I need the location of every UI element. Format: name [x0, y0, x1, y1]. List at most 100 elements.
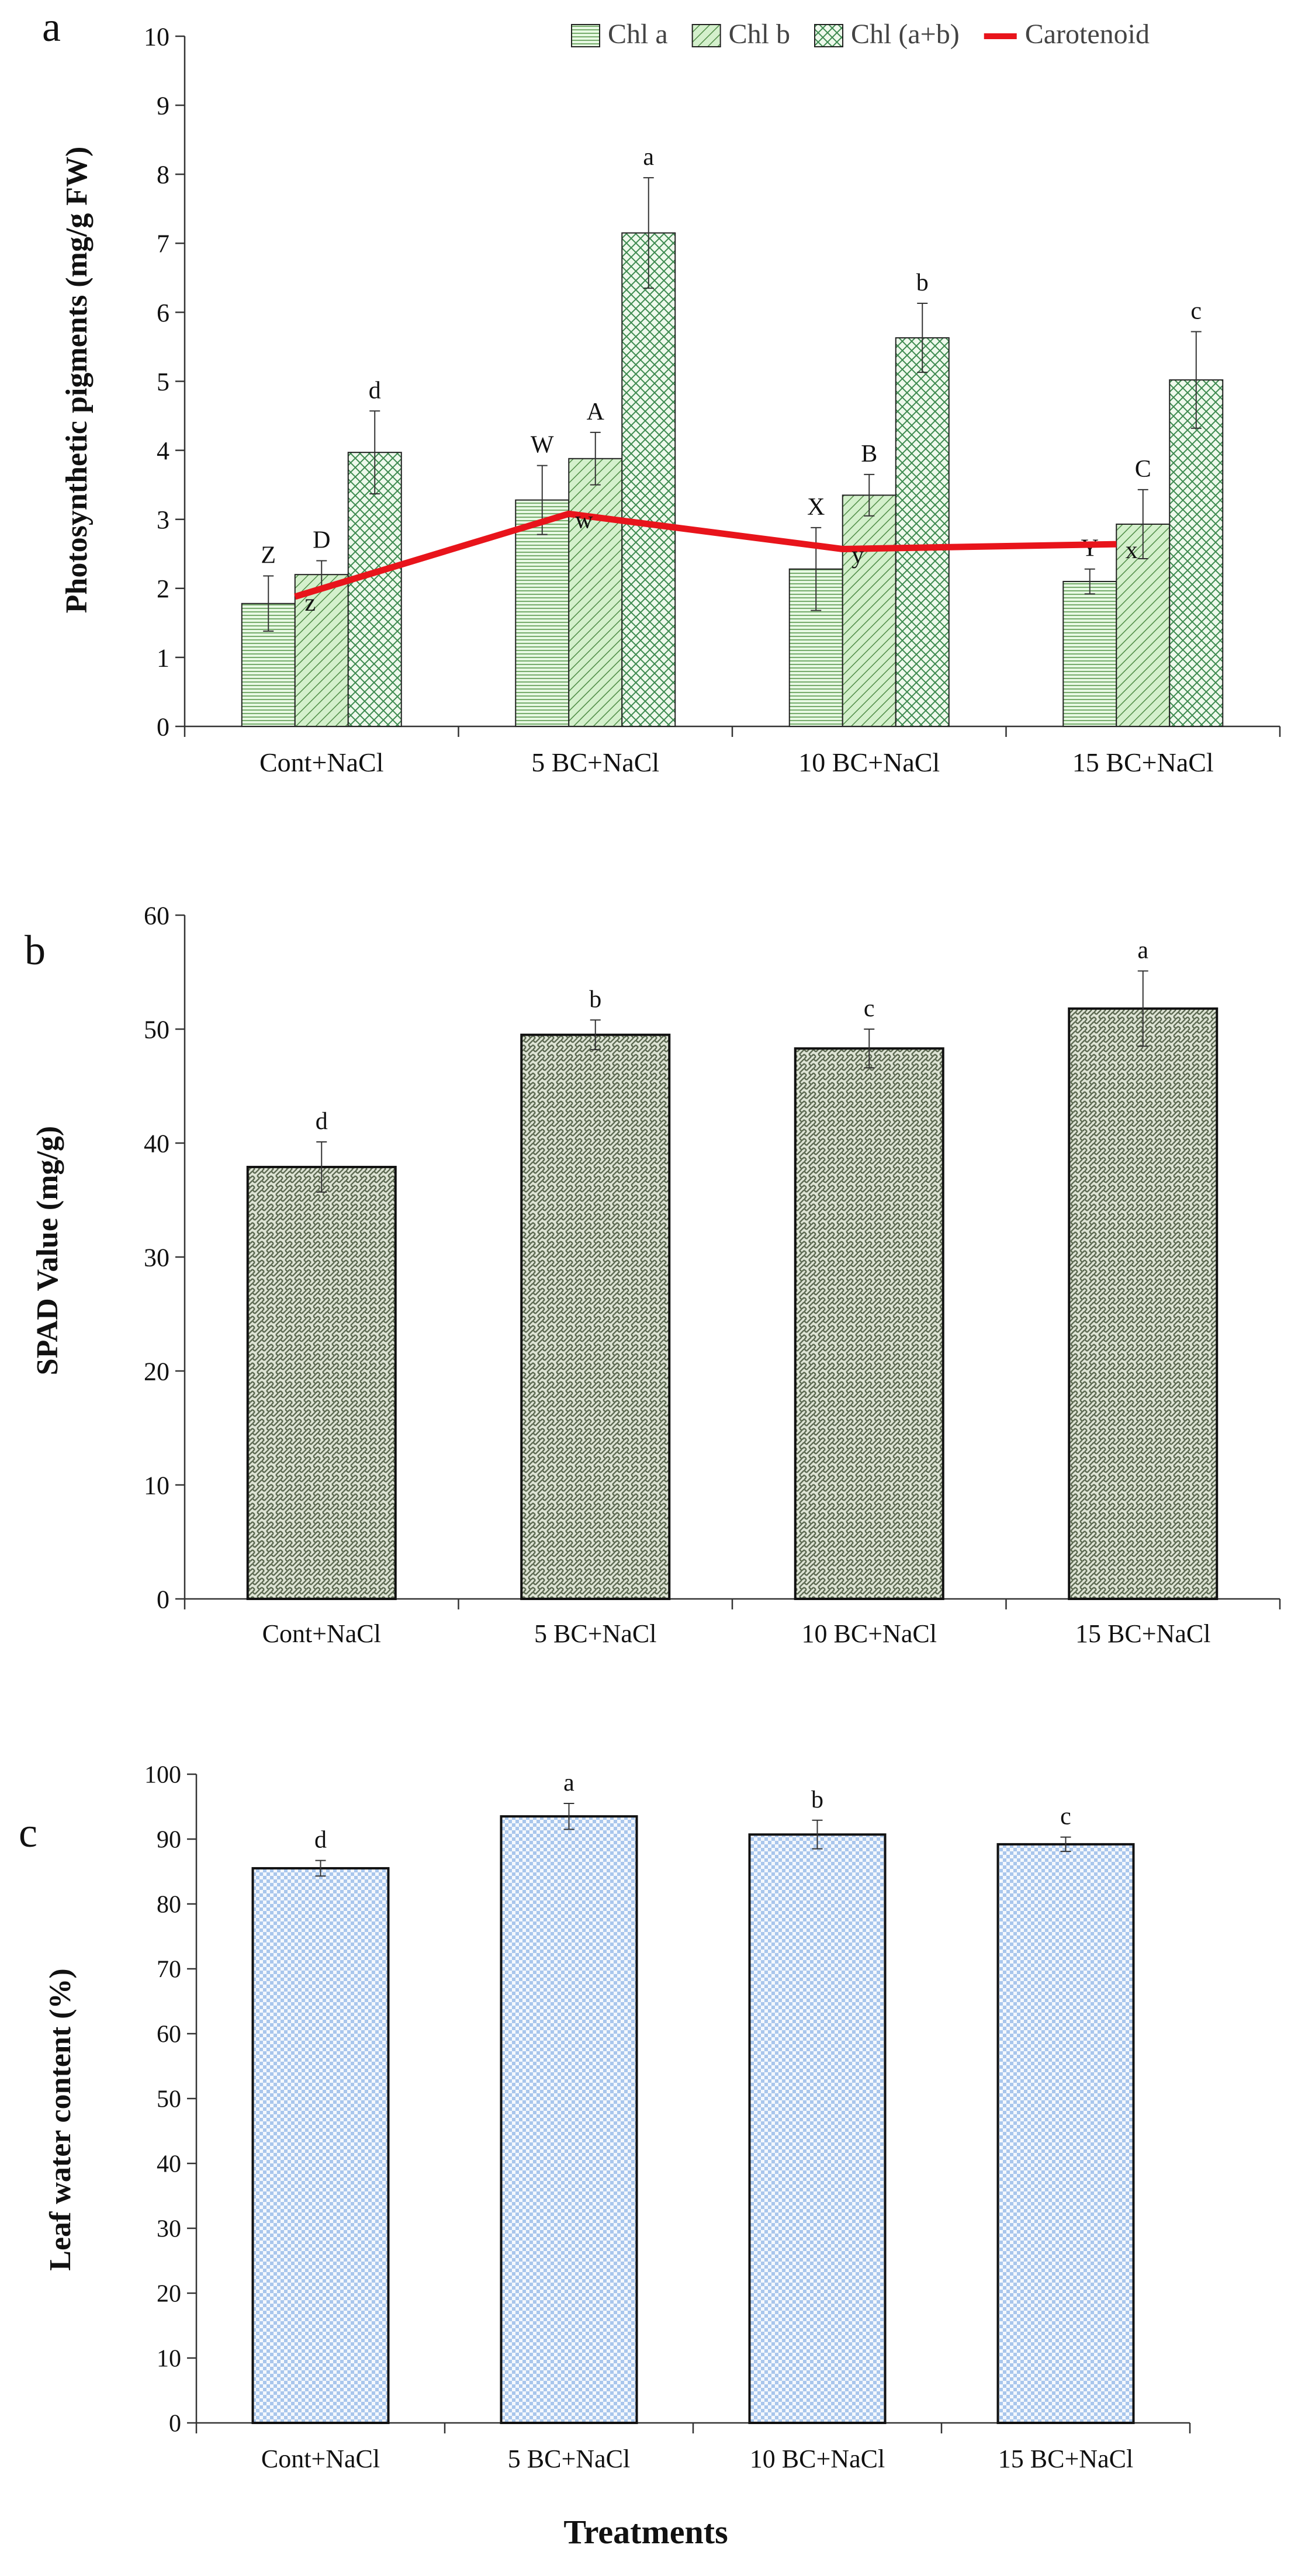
panel-c-category-label: Cont+NaCl [261, 2445, 380, 2473]
panel-b-y-tick-label: 50 [144, 1015, 169, 1044]
panel-a-y-tick-label: 4 [157, 437, 169, 465]
panel-b-bar-spad [246, 1165, 397, 1600]
panel-a-y-tick-label: 3 [157, 505, 169, 534]
panel-c-significance-letter: c [1060, 1803, 1071, 1830]
panel-c-bar-leaf-water-content [996, 1843, 1135, 2424]
panel-c-y-tick-label: 10 [157, 2346, 181, 2373]
panel-a-bar-chl-a-b [1169, 379, 1224, 727]
panel-b-y-tick-label: 60 [144, 901, 169, 930]
panel-c-y-tick-label: 90 [157, 1827, 181, 1854]
panel-c-significance-letter: d [314, 1827, 327, 1854]
legend-label-carotenoid: Carotenoid [1025, 19, 1150, 50]
panel-c-significance-letter: a [563, 1770, 574, 1796]
panel-a-significance-letter: c [1190, 297, 1202, 324]
panel-b-spad-chart: 0 10 20 30 40 50 60 Cont+NaCl 5 BC+NaCl 10 BC+NaC… [144, 901, 1281, 1648]
panel-a-carotenoid-letter: x [1126, 537, 1138, 564]
panel-a-category-label: 15 BC+NaCl [1072, 747, 1214, 777]
panel-a-bar-chl-b [568, 458, 623, 727]
panel-a-y-tick-label: 6 [157, 299, 169, 327]
panel-a-significance-letter: B [861, 441, 877, 468]
panel-c-bar-leaf-water-content [500, 1815, 638, 2424]
panel-a-significance-letter: X [807, 494, 825, 521]
panel-b-y-axis-title: SPAD Value (mg/g) [31, 1126, 64, 1376]
panel-a-legend: Chl a Chl b Chl (a+b) Carotenoid [571, 19, 1150, 50]
panel-c-leaf-water-chart: 0 10 20 30 40 50 60 70 80 90 100 Cont+NaCl 5 BC+NaCl… [144, 1762, 1191, 2473]
panel-a-carotenoid-letter: z [304, 590, 316, 617]
panel-label-a: a [42, 4, 61, 50]
legend-swatch-chl-a [571, 24, 600, 47]
panel-a-significance-letter: A [587, 399, 605, 425]
panel-c-y-tick-label: 100 [144, 1762, 181, 1789]
panel-c-category-label: 5 BC+NaCl [508, 2445, 630, 2473]
panel-a-bar-chl-a-b [895, 337, 950, 727]
panel-b-significance-letter: d [316, 1108, 328, 1135]
panel-a-y-tick-label: 10 [144, 22, 169, 51]
panel-b-y-tick-label: 0 [157, 1585, 169, 1614]
panel-label-c: c [19, 1809, 37, 1856]
panel-label-b: b [25, 927, 46, 974]
panel-b-category-label: 15 BC+NaCl [1075, 1619, 1210, 1648]
panel-c-category-label: 15 BC+NaCl [998, 2445, 1133, 2473]
panel-a-significance-letter: Z [261, 542, 276, 569]
panel-b-y-tick-label: 30 [144, 1243, 169, 1272]
panel-a-y-tick-label: 7 [157, 230, 169, 258]
x-axis-title: Treatments [563, 2513, 728, 2551]
panel-a-y-tick-label: 2 [157, 574, 169, 603]
panel-c-y-axis-title: Leaf water content (%) [44, 1968, 77, 2270]
panel-a-y-tick-label: 1 [157, 643, 169, 672]
panel-a-significance-letter: b [916, 269, 929, 296]
panel-a-y-tick-label: 9 [157, 92, 169, 120]
panel-b-y-tick-label: 40 [144, 1129, 169, 1158]
panel-b-bar-spad [1068, 1007, 1219, 1600]
panel-b-bar-spad [520, 1033, 671, 1600]
panel-c-bar-leaf-water-content [251, 1867, 390, 2424]
panel-c-significance-letter: b [811, 1786, 823, 1813]
panel-a-significance-letter: C [1135, 456, 1151, 483]
panel-a-significance-letter: a [643, 144, 654, 171]
panel-b-significance-letter: b [589, 986, 601, 1013]
panel-b-significance-letter: a [1137, 937, 1148, 964]
panel-b-category-label: 10 BC+NaCl [802, 1619, 937, 1648]
panel-a-y-tick-label: 8 [157, 161, 169, 189]
panel-b-significance-letter: c [864, 995, 875, 1022]
panel-a-y-axis-title: Photosynthetic pigments (mg/g FW) [60, 147, 94, 614]
panel-a-category-label: 10 BC+NaCl [798, 747, 940, 777]
panel-a-significance-letter: Y [1081, 535, 1099, 562]
panel-c-y-tick-label: 0 [169, 2411, 181, 2437]
legend-swatch-chl-b [691, 24, 721, 47]
panel-b-category-label: 5 BC+NaCl [534, 1619, 656, 1648]
panel-a-carotenoid-letter: y [852, 542, 864, 569]
panel-a-category-label: Cont+NaCl [259, 747, 384, 777]
legend-label-chl-a: Chl a [608, 19, 668, 50]
legend-label-chl-a-b: Chl (a+b) [851, 19, 960, 50]
panel-c-y-tick-label: 30 [157, 2216, 181, 2243]
panel-b-y-tick-label: 20 [144, 1357, 169, 1386]
panel-c-y-tick-label: 70 [157, 1957, 181, 1983]
panel-c-bar-leaf-water-content [748, 1833, 887, 2424]
panel-a-significance-letter: d [369, 377, 381, 404]
panel-a-significance-letter: D [313, 527, 330, 554]
panel-b-category-label: Cont+NaCl [262, 1619, 381, 1648]
legend-swatch-chl-a-b [814, 24, 844, 47]
panel-c-y-tick-label: 80 [157, 1892, 181, 1919]
panel-c-y-tick-label: 20 [157, 2281, 181, 2308]
panel-c-y-tick-label: 60 [157, 2021, 181, 2048]
panel-a-bar-chl-a [1062, 580, 1117, 727]
panel-a-category-label: 5 BC+NaCl [531, 747, 659, 777]
panel-b-bar-spad [794, 1047, 944, 1600]
panel-a-y-tick-label: 0 [157, 712, 169, 741]
panel-a-y-tick-label: 5 [157, 368, 169, 396]
panel-a-bar-chl-a-b [621, 232, 676, 727]
legend-label-chl-b: Chl b [729, 19, 790, 50]
panel-a-carotenoid-letter: w [575, 507, 593, 534]
panel-c-y-tick-label: 40 [157, 2151, 181, 2178]
panel-a-bar-chl-a-b [347, 452, 402, 727]
panel-b-y-tick-label: 10 [144, 1471, 169, 1500]
panel-c-category-label: 10 BC+NaCl [750, 2445, 885, 2473]
panel-a-bar-chl-b [842, 494, 897, 727]
panel-a-significance-letter: W [531, 432, 554, 459]
panel-a-photosynthetic-pigments-chart: 0 1 2 3 4 5 6 7 8 9 10 Cont+NaCl 5 BC+NaCl 10 BC+NaCl… [144, 19, 1281, 777]
panel-a-carotenoid-line [294, 510, 1117, 600]
panel-c-y-tick-label: 50 [157, 2086, 181, 2113]
